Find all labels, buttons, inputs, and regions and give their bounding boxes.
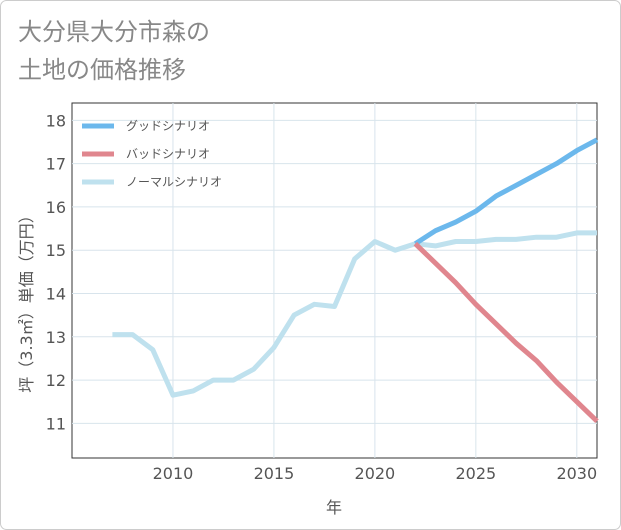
x-tick-label: 2015 [254, 464, 295, 483]
plot-area [71, 102, 598, 459]
y-tick-label: 11 [46, 414, 66, 433]
grid [72, 103, 597, 458]
y-tick-label: 15 [46, 241, 66, 260]
y-tick-label: 12 [46, 371, 66, 390]
series-line-1 [413, 241, 599, 423]
tick-labels: 2010 2015 2020 2025 2030 11 12 13 14 15 16 17 18 [46, 111, 598, 483]
y-tick-label: 13 [46, 328, 66, 347]
y-tick-label: 17 [46, 155, 66, 174]
x-tick-label: 2025 [455, 464, 496, 483]
y-axis-label: 坪（3.3㎡）単価（万円） [17, 207, 36, 392]
y-tick-label: 14 [46, 284, 66, 303]
chart-title-line-1: 大分県大分市森の [18, 18, 210, 46]
x-tick-label: 2020 [355, 464, 396, 483]
x-tick-label: 2030 [556, 464, 597, 483]
legend-label-0: グッドシナリオ [126, 119, 210, 133]
chart-title-line-2: 土地の価格推移 [18, 56, 186, 84]
series-line-0 [413, 137, 599, 246]
x-axis-label: 年 [326, 498, 342, 517]
legend-label-1: バッドシナリオ [126, 147, 210, 161]
y-tick-label: 18 [46, 111, 66, 130]
series-line-2 [112, 230, 597, 398]
series-lines [112, 137, 599, 423]
y-tick-label: 16 [46, 198, 66, 217]
x-tick-label: 2010 [153, 464, 194, 483]
legend-label-2: ノーマルシナリオ [126, 175, 222, 189]
